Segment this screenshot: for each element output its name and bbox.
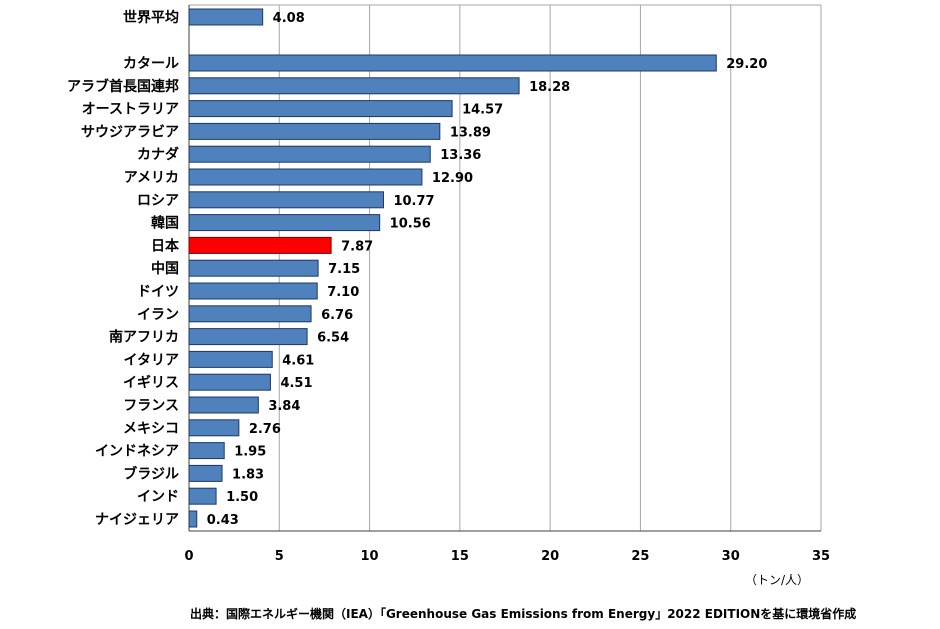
x-tick-label: 5: [275, 549, 284, 564]
value-label: 12.90: [432, 171, 473, 186]
bar: [188, 396, 259, 414]
value-label: 14.57: [462, 103, 503, 118]
value-label: 13.89: [450, 125, 491, 140]
category-label: ナイジェリア: [95, 512, 179, 528]
value-label: 10.56: [390, 217, 431, 232]
bar: [188, 487, 217, 505]
value-label: 6.54: [317, 331, 349, 346]
category-label: メキシコ: [123, 421, 179, 437]
x-tick-label: 15: [451, 549, 469, 564]
category-label: インド: [137, 489, 179, 505]
category-label: 韓国: [151, 215, 179, 232]
value-label: 7.10: [327, 285, 359, 300]
bar: [188, 191, 384, 209]
category-label: アメリカ: [124, 170, 179, 186]
value-label: 7.87: [341, 239, 373, 254]
value-label: 4.61: [282, 353, 314, 368]
category-label: ロシア: [137, 193, 179, 209]
value-label: 18.28: [529, 80, 570, 95]
category-label: フランス: [123, 398, 179, 414]
value-label: 1.50: [226, 490, 258, 505]
value-label: 29.20: [726, 57, 767, 72]
bar: [188, 77, 520, 95]
category-label: ドイツ: [137, 284, 179, 300]
value-label: 2.76: [249, 422, 281, 437]
category-label: イタリア: [124, 352, 179, 368]
bar: [188, 236, 332, 254]
x-tick-label: 0: [184, 549, 193, 564]
category-label: 世界平均: [123, 9, 179, 26]
category-label: オーストラリア: [82, 102, 179, 118]
x-axis-unit-label: （トン/人）: [745, 573, 810, 587]
category-label: 日本: [151, 237, 180, 254]
value-label: 4.08: [273, 11, 305, 26]
bar: [188, 145, 431, 163]
bar: [188, 419, 240, 437]
value-label: 13.36: [440, 148, 481, 163]
value-label: 1.95: [234, 445, 266, 460]
bar: [188, 373, 271, 391]
category-label: アラブ首長国連邦: [67, 78, 179, 95]
value-label: 1.83: [232, 467, 264, 482]
bar: [188, 282, 318, 300]
bar: [188, 8, 264, 26]
x-tick-label: 20: [541, 549, 559, 564]
value-label: 4.51: [280, 376, 312, 391]
category-label: 中国: [151, 260, 179, 277]
category-label: イラン: [137, 307, 179, 323]
value-label: 6.76: [321, 308, 353, 323]
bar: [188, 350, 273, 368]
bar: [188, 510, 198, 528]
bar: [188, 214, 381, 232]
category-label: カタール: [123, 56, 179, 72]
bar: [188, 259, 319, 277]
bar: [188, 122, 441, 140]
category-label: イギリス: [123, 374, 179, 391]
category-label: ブラジル: [123, 465, 179, 482]
value-label: 3.84: [268, 399, 300, 414]
category-label: カナダ: [137, 146, 179, 163]
category-label: 南アフリカ: [109, 329, 179, 346]
bar: [188, 464, 223, 482]
category-label: サウジアラビア: [81, 124, 179, 140]
bar: [188, 328, 308, 346]
value-label: 10.77: [393, 194, 434, 209]
bar: [188, 168, 423, 186]
value-label: 0.43: [207, 513, 239, 528]
value-label: 7.15: [328, 262, 360, 277]
bar: [188, 442, 225, 460]
bar: [188, 100, 453, 118]
bar: [188, 54, 717, 72]
x-tick-label: 25: [631, 549, 649, 564]
bar: [188, 305, 312, 323]
x-tick-label: 30: [722, 549, 740, 564]
x-tick-label: 35: [812, 549, 830, 564]
x-tick-label: 10: [361, 549, 379, 564]
source-note: 出典：国際エネルギー機関（IEA）「Greenhouse Gas Emissio…: [190, 607, 857, 621]
category-label: インドネシア: [95, 444, 179, 460]
